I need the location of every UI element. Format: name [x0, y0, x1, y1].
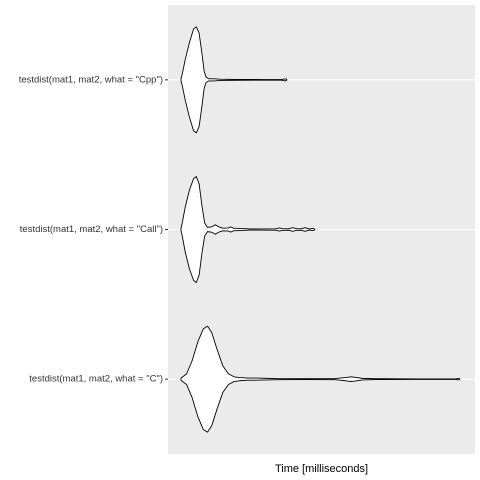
x-axis-title: Time [milliseconds]: [275, 463, 368, 475]
y-axis: testdist(mat1, mat2, what = "Cpp") testdi…: [19, 74, 168, 385]
y-tick-label: testdist(mat1, mat2, what = "Call"): [20, 224, 163, 235]
violins: [180, 26, 461, 433]
violin-0: [180, 26, 288, 134]
violin-1: [180, 176, 316, 283]
y-tick-label: testdist(mat1, mat2, what = "C"): [29, 374, 163, 385]
y-tick-label: testdist(mat1, mat2, what = "Cpp"): [19, 74, 163, 85]
violin-2: [180, 325, 461, 433]
